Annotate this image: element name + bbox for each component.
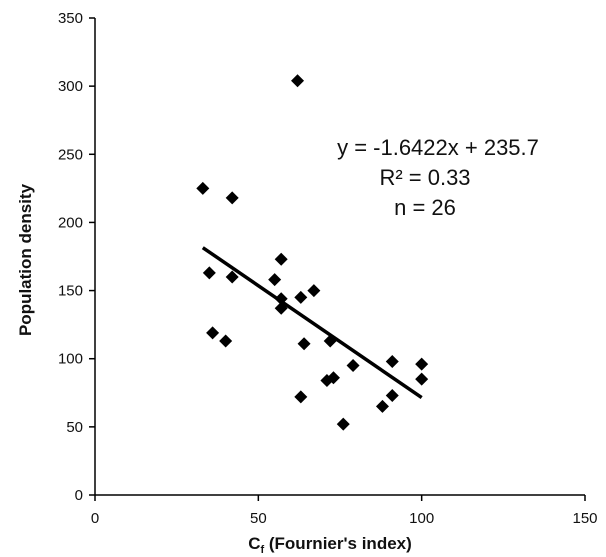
data-point <box>375 399 389 413</box>
data-point <box>346 359 360 373</box>
data-point <box>225 191 239 205</box>
data-point <box>268 273 282 287</box>
equation-annotation: y = -1.6422x + 235.7 <box>337 135 539 160</box>
y-tick-label: 250 <box>58 146 83 163</box>
y-axis-ticks: 0 50 100 150 200 250 300 350 <box>58 10 95 504</box>
y-tick-label: 350 <box>58 10 83 27</box>
y-axis-title: Population density <box>16 183 35 336</box>
data-point <box>294 390 308 404</box>
data-point <box>307 284 321 298</box>
data-point <box>196 181 210 195</box>
x-tick-label: 50 <box>250 510 267 527</box>
data-point <box>202 266 216 280</box>
trendline <box>201 246 423 400</box>
data-point <box>385 354 399 368</box>
y-tick-label: 150 <box>58 283 83 300</box>
data-point <box>294 290 308 304</box>
data-point <box>323 334 337 348</box>
x-tick-label: 0 <box>91 510 99 527</box>
r-squared-annotation: R² = 0.33 <box>379 165 470 190</box>
data-point <box>274 252 288 266</box>
trendline-group <box>201 246 423 400</box>
data-point <box>415 372 429 386</box>
data-point <box>385 389 399 403</box>
data-point <box>274 292 288 306</box>
n-annotation: n = 26 <box>394 195 456 220</box>
x-axis-title: Cf (Fournier's index) <box>248 534 412 556</box>
data-point <box>206 326 220 340</box>
x-axis-ticks: 0 50 100 150 <box>91 495 598 527</box>
x-tick-label: 100 <box>409 510 434 527</box>
data-point <box>274 301 288 315</box>
data-point <box>291 74 305 88</box>
data-points <box>196 74 429 431</box>
data-point <box>219 334 233 348</box>
x-axis-title-subscript: f <box>260 544 264 556</box>
y-tick-label: 0 <box>75 487 83 504</box>
y-tick-label: 100 <box>58 351 83 368</box>
data-point <box>326 371 340 385</box>
x-axis-title-rest: (Fournier's index) <box>264 534 412 553</box>
y-tick-label: 200 <box>58 214 83 231</box>
y-tick-label: 50 <box>66 419 83 436</box>
data-point <box>297 337 311 351</box>
x-axis-title-main: C <box>248 534 260 553</box>
data-point <box>336 417 350 431</box>
y-tick-label: 300 <box>58 78 83 95</box>
data-point <box>415 357 429 371</box>
data-point <box>225 270 239 284</box>
x-tick-label: 150 <box>572 510 597 527</box>
plot-area <box>94 18 585 496</box>
